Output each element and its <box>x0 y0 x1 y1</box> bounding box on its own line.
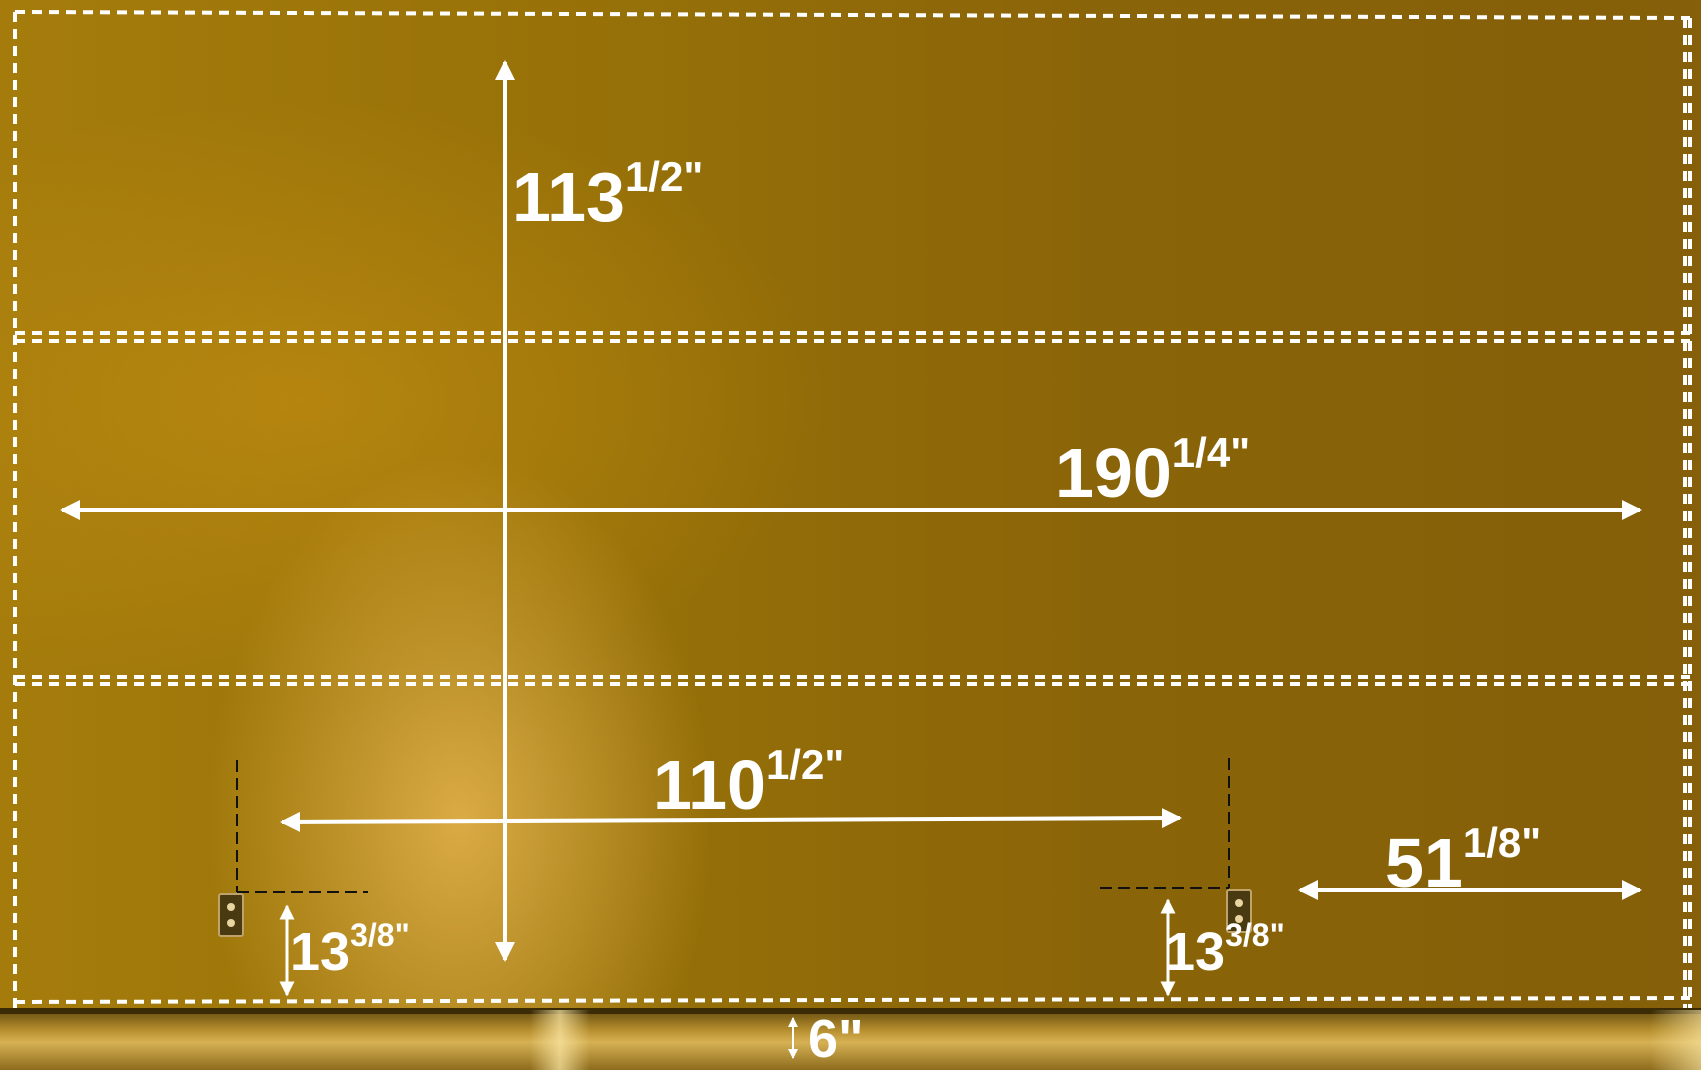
outlet-left <box>218 893 244 937</box>
baseboard-label: 6" <box>808 1009 864 1069</box>
height-label: 1131/2" <box>512 153 704 236</box>
outlet-right <box>1226 889 1252 933</box>
arrows <box>60 60 1642 1059</box>
ledge-highlight <box>1650 1010 1701 1070</box>
guide-lines <box>236 758 1230 893</box>
dashed-panels <box>13 10 1692 1008</box>
panel-border-bottom <box>14 996 1691 1004</box>
outlet-span-arrow <box>280 808 1182 832</box>
ledge <box>0 1008 1701 1070</box>
width-label: 1901/4" <box>1055 429 1251 512</box>
outlet-left-height-label: 133/8" <box>290 917 410 982</box>
ledge-highlight <box>530 1010 590 1070</box>
outlet-right-height-label: 133/8" <box>1165 917 1285 982</box>
right-offset-label: 511/8" <box>1385 819 1542 902</box>
panel-border-top <box>14 10 1691 20</box>
outlet-span-label: 1101/2" <box>653 741 845 824</box>
